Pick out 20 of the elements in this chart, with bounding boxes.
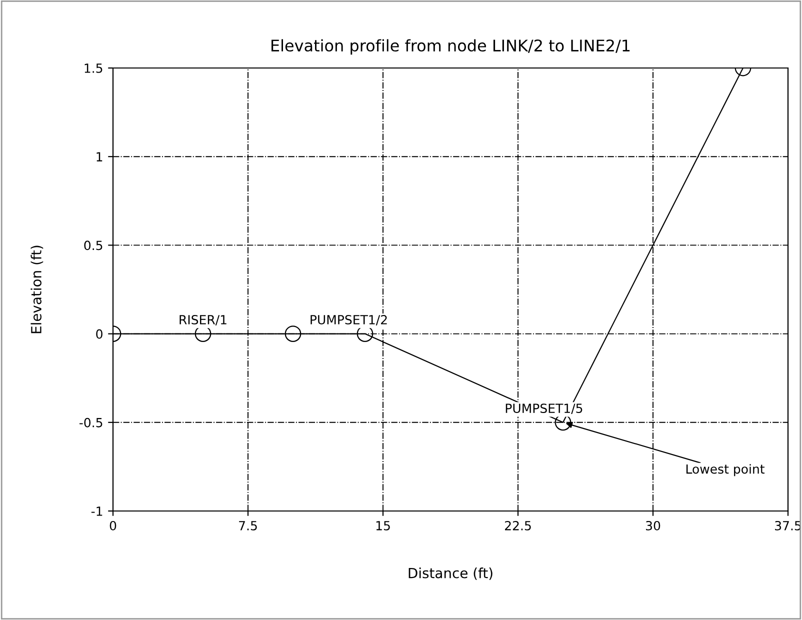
x-tick-label: 30 [646, 520, 660, 530]
annotation: PUMPSET1/2 [310, 314, 387, 326]
y-axis-title: Elevation (ft) [30, 246, 44, 334]
y-tick-label: -1 [91, 506, 102, 516]
x-tick-label: 22.5 [505, 520, 531, 530]
x-tick-label: 7.5 [239, 521, 257, 530]
y-tick-label: 0 [96, 329, 102, 339]
x-tick-label: 15 [376, 521, 390, 530]
chart-title: Elevation profile from node LINK/2 to LINE2/1 [272, 39, 630, 55]
x-tick-label: 37.5 [775, 520, 801, 530]
x-axis-title: Distance (ft) [408, 568, 492, 580]
point [284, 326, 302, 342]
annotation: Lowest point [686, 464, 764, 476]
y-tick-label: 0.5 [84, 240, 102, 250]
x-tick-label: 0 [110, 520, 116, 530]
y-tick-label: 1.5 [84, 64, 102, 73]
annotation: PUMPSET1/5 [506, 404, 582, 414]
y-tick-label: 1 [96, 152, 102, 162]
annotation: RISER/1 [180, 314, 226, 326]
y-tick-label: -0.5 [80, 418, 102, 428]
